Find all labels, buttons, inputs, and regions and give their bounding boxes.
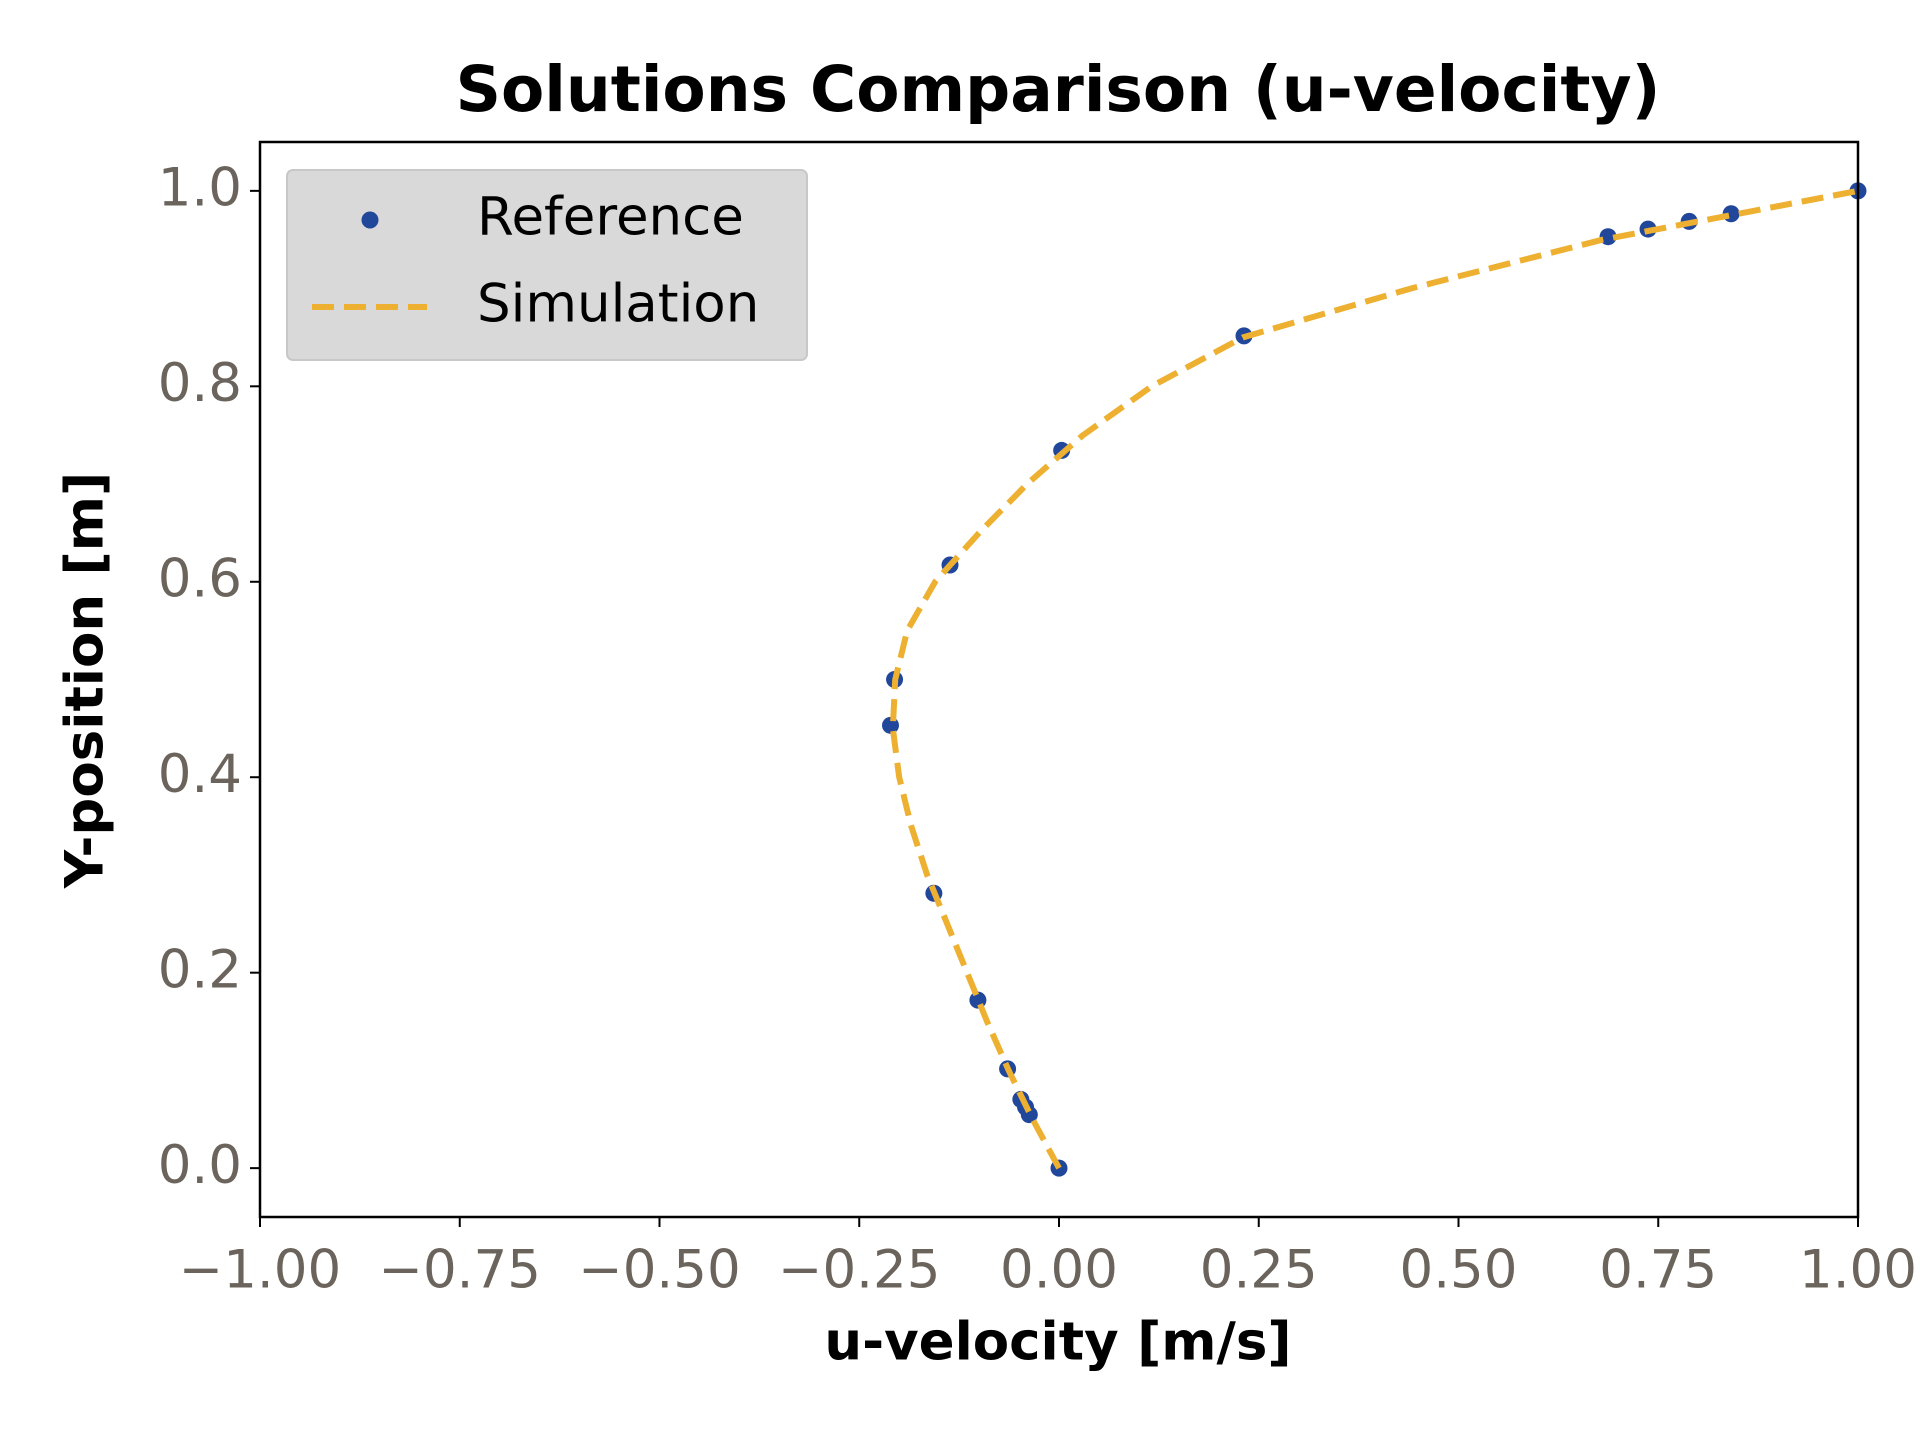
y-tick-label: 1.0	[158, 158, 242, 219]
legend-box	[286, 169, 808, 361]
x-tick-label: −1.00	[179, 1240, 341, 1301]
y-tick-label: 0.8	[158, 353, 242, 414]
legend-swatch	[361, 211, 379, 229]
legend-label: Reference	[477, 187, 744, 248]
x-tick-label: −0.25	[778, 1240, 940, 1301]
x-axis-label: u-velocity [m/s]	[824, 1312, 1291, 1373]
x-tick-label: 0.50	[1399, 1240, 1517, 1301]
y-tick-label: 0.6	[158, 548, 242, 609]
chart-title: Solutions Comparison (u-velocity)	[456, 53, 1661, 126]
x-tick-label: −0.75	[379, 1240, 541, 1301]
simulation-line	[889, 187, 1859, 1170]
reference-point	[1599, 228, 1617, 246]
x-tick-label: 1.00	[1799, 1240, 1917, 1301]
y-tick-label: 0.4	[158, 744, 242, 805]
x-tick-label: −0.50	[578, 1240, 740, 1301]
x-tick-label: 0.00	[1000, 1240, 1118, 1301]
y-axis-label: Y-position [m]	[55, 472, 116, 889]
y-tick-label: 0.2	[158, 939, 242, 1000]
plot-frame	[258, 140, 1860, 1219]
legend-label: Simulation	[477, 274, 759, 335]
x-tick-label: 0.75	[1599, 1240, 1717, 1301]
x-tick-label: 0.25	[1200, 1240, 1318, 1301]
y-tick-label: 0.0	[158, 1135, 242, 1196]
